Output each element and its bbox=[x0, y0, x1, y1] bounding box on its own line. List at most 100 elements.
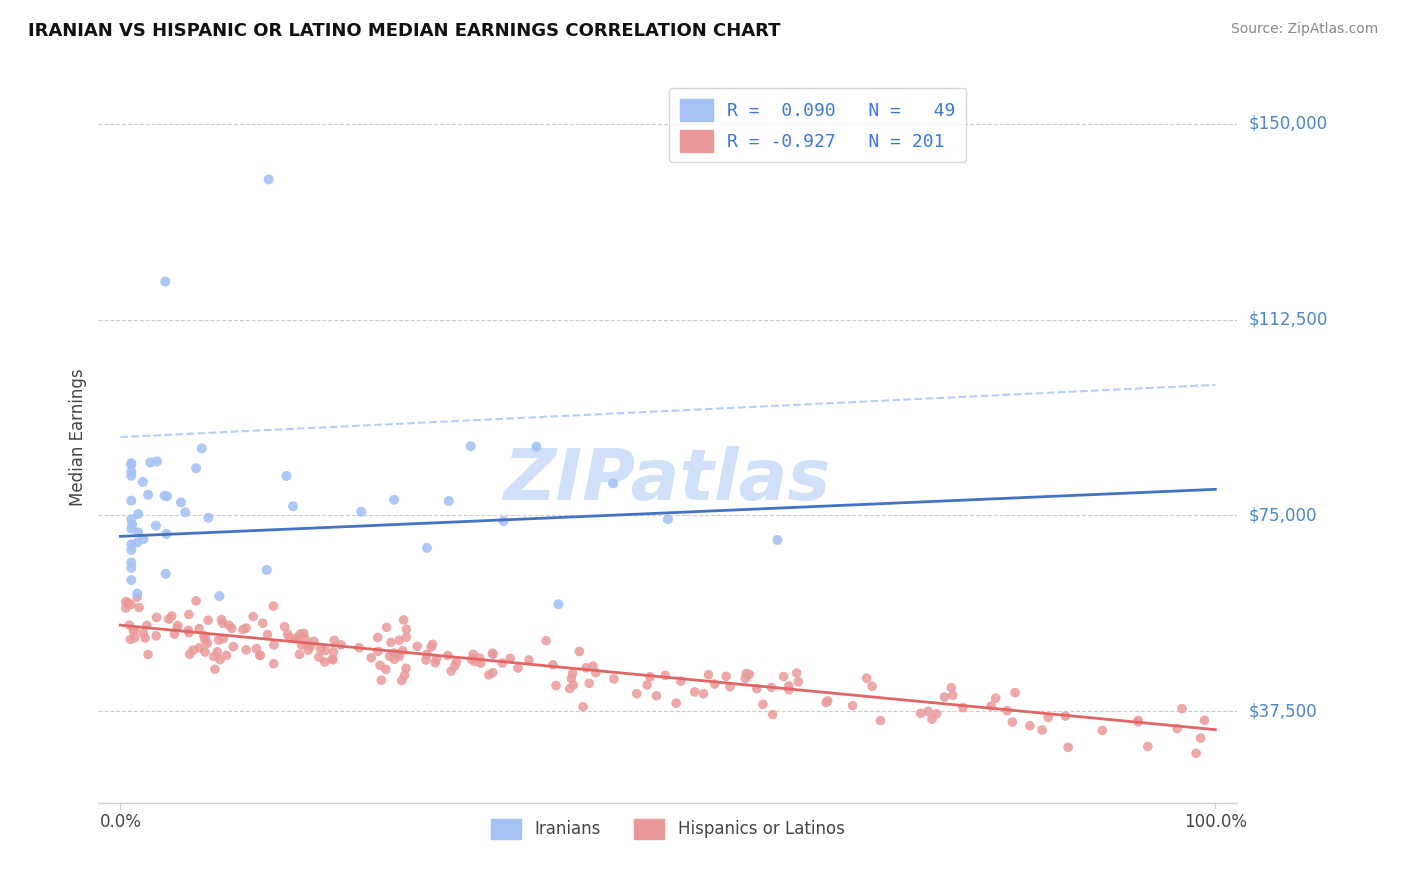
Point bbox=[184, 461, 207, 475]
Point bbox=[118, 618, 141, 632]
Point bbox=[980, 698, 1002, 713]
Point bbox=[242, 609, 264, 624]
Point bbox=[368, 658, 391, 673]
Point bbox=[478, 668, 501, 682]
Point bbox=[697, 667, 720, 681]
Point bbox=[1054, 709, 1077, 723]
Point bbox=[134, 631, 156, 645]
Point bbox=[212, 632, 235, 646]
Point bbox=[860, 679, 883, 693]
Point bbox=[1019, 719, 1042, 733]
Point bbox=[132, 626, 155, 640]
Point bbox=[263, 657, 285, 671]
Point bbox=[761, 681, 783, 695]
Point bbox=[665, 696, 688, 710]
Point bbox=[204, 662, 226, 676]
Point bbox=[157, 612, 180, 626]
Point bbox=[136, 488, 159, 502]
Point bbox=[297, 638, 319, 652]
Point bbox=[415, 653, 437, 667]
Point bbox=[256, 563, 278, 577]
Point bbox=[235, 642, 257, 657]
Point bbox=[156, 489, 179, 503]
Point bbox=[120, 465, 142, 479]
Point bbox=[302, 634, 325, 648]
Point bbox=[322, 645, 344, 659]
Text: Source: ZipAtlas.com: Source: ZipAtlas.com bbox=[1230, 22, 1378, 37]
Y-axis label: Median Earnings: Median Earnings bbox=[69, 368, 87, 506]
Text: $112,500: $112,500 bbox=[1249, 310, 1327, 328]
Point bbox=[934, 690, 956, 704]
Point bbox=[139, 455, 162, 469]
Point bbox=[1091, 723, 1114, 738]
Point bbox=[714, 669, 737, 683]
Point bbox=[984, 691, 1007, 706]
Point bbox=[585, 665, 607, 680]
Point bbox=[297, 643, 319, 657]
Point bbox=[291, 638, 314, 652]
Point bbox=[817, 694, 839, 708]
Point bbox=[855, 671, 877, 685]
Point bbox=[735, 666, 758, 681]
Point bbox=[752, 698, 775, 712]
Point bbox=[207, 645, 229, 659]
Point bbox=[160, 609, 183, 624]
Point bbox=[163, 627, 186, 641]
Point bbox=[745, 681, 768, 696]
Point bbox=[257, 172, 280, 186]
Point bbox=[370, 673, 392, 688]
Point bbox=[117, 596, 139, 610]
Point bbox=[120, 632, 142, 647]
Point bbox=[380, 635, 402, 649]
Point bbox=[786, 665, 808, 680]
Point bbox=[1194, 714, 1216, 728]
Point bbox=[1031, 723, 1053, 737]
Point bbox=[120, 493, 142, 508]
Point bbox=[952, 700, 974, 714]
Point bbox=[378, 649, 401, 664]
Point bbox=[941, 681, 963, 695]
Point bbox=[1057, 740, 1080, 755]
Point bbox=[195, 636, 218, 650]
Point bbox=[703, 677, 725, 691]
Point bbox=[221, 621, 243, 635]
Legend: Iranians, Hispanics or Latinos: Iranians, Hispanics or Latinos bbox=[485, 812, 851, 846]
Point bbox=[194, 645, 217, 659]
Point bbox=[194, 632, 217, 647]
Point bbox=[572, 699, 595, 714]
Point bbox=[155, 274, 177, 288]
Point bbox=[738, 667, 761, 681]
Point bbox=[547, 597, 569, 611]
Point bbox=[1166, 722, 1188, 736]
Point bbox=[463, 648, 485, 662]
Point bbox=[145, 610, 167, 624]
Point bbox=[406, 640, 429, 654]
Point bbox=[347, 640, 370, 655]
Point bbox=[177, 624, 200, 638]
Point bbox=[582, 659, 605, 673]
Point bbox=[330, 638, 353, 652]
Point bbox=[772, 669, 794, 683]
Point bbox=[245, 641, 267, 656]
Point bbox=[314, 643, 336, 657]
Point bbox=[423, 656, 446, 670]
Text: ZIPatlas: ZIPatlas bbox=[505, 447, 831, 516]
Point bbox=[869, 714, 891, 728]
Point bbox=[492, 514, 515, 528]
Point bbox=[761, 707, 783, 722]
Point bbox=[778, 679, 800, 693]
Point bbox=[995, 704, 1018, 718]
Point bbox=[277, 627, 299, 641]
Point bbox=[235, 621, 257, 635]
Point bbox=[120, 458, 142, 472]
Point bbox=[374, 662, 396, 676]
Point bbox=[360, 650, 382, 665]
Point bbox=[121, 517, 143, 532]
Point bbox=[155, 526, 177, 541]
Point bbox=[314, 655, 336, 669]
Point bbox=[197, 510, 219, 524]
Point bbox=[120, 512, 142, 526]
Point bbox=[181, 643, 204, 657]
Point bbox=[692, 687, 714, 701]
Point bbox=[718, 680, 741, 694]
